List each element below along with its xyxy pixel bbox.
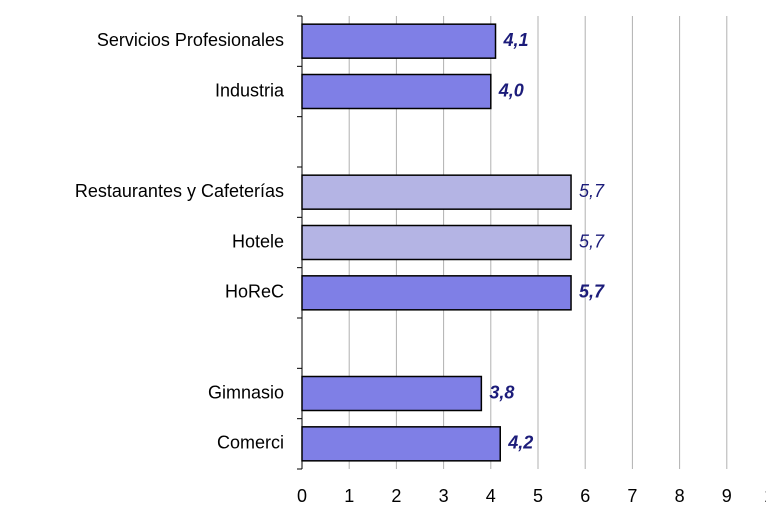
x-tick-label: 6 [580,486,590,506]
x-tick-label: 8 [675,486,685,506]
y-tick-label: Comerci [217,433,284,453]
bar [301,275,572,311]
y-tick-label: Hotele [232,231,284,251]
value-label: 5,7 [579,231,605,251]
bar [301,426,501,462]
value-label: 4,0 [498,80,524,100]
x-tick-label: 5 [533,486,543,506]
x-tick-label: 3 [439,486,449,506]
x-tick-label: 7 [627,486,637,506]
value-label: 5,7 [579,181,605,201]
y-tick-label: Gimnasio [208,382,284,402]
y-tick-label: Industria [215,80,285,100]
x-tick-label: 2 [391,486,401,506]
x-tick-label: 0 [297,486,307,506]
y-tick-label: Restaurantes y Cafeterías [75,181,284,201]
value-label: 5,7 [579,282,605,302]
bar [301,224,572,261]
x-tick-label: 9 [722,486,732,506]
bar [301,375,483,412]
bar [301,73,492,110]
value-label: 4,2 [507,433,533,453]
x-tick-label: 10 [764,486,766,506]
bar [301,174,572,210]
y-tick-label: HoReC [225,282,284,302]
y-tick-label: Servicios Profesionales [97,30,284,50]
value-label: 3,8 [489,382,514,402]
value-label: 4,1 [503,30,529,50]
bar [301,23,497,59]
x-tick-label: 4 [486,486,496,506]
x-tick-label: 1 [344,486,354,506]
